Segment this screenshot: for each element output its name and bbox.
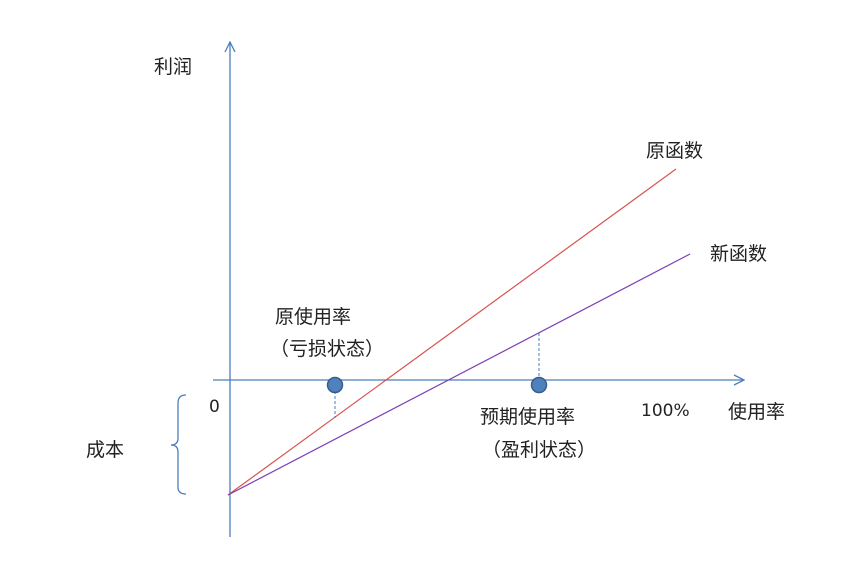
cost-brace: [170, 394, 187, 495]
original-usage-caption-line2: （亏损状态）: [270, 338, 384, 360]
new-function-line: [227, 253, 691, 496]
original-function-label: 原函数: [646, 140, 703, 162]
original-usage-point: [326, 376, 344, 394]
original-function-line: [227, 168, 677, 496]
expected-usage-caption-line1: 预期使用率: [480, 406, 575, 428]
x-axis-label: 使用率: [728, 401, 785, 423]
new-function-label: 新函数: [710, 243, 767, 265]
expected-usage-caption-line2: （盈利状态）: [482, 439, 596, 461]
cost-label: 成本: [86, 439, 124, 461]
origin-label: 0: [209, 397, 220, 417]
y-axis-label: 利润: [154, 56, 192, 78]
original-usage-caption-line1: 原使用率: [275, 306, 351, 328]
x-max-label: 100%: [641, 401, 690, 421]
expected-usage-point: [530, 376, 548, 394]
